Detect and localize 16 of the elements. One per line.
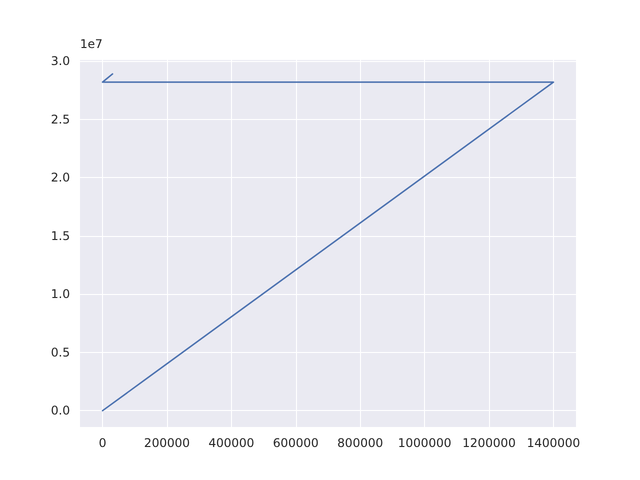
x-tick-label: 400000: [208, 436, 254, 450]
x-tick-label: 800000: [337, 436, 384, 450]
y-tick-label: 2.0: [50, 170, 70, 185]
x-tick-label: 0: [98, 436, 106, 450]
y-tick-label: 0.5: [50, 345, 70, 360]
y-tick-label: 1.5: [50, 228, 70, 243]
x-tick-label: 200000: [144, 436, 190, 450]
x-tick-label: 1400000: [526, 436, 580, 450]
x-tick-label: 600000: [272, 436, 319, 450]
text: 1e7: [80, 37, 103, 51]
y-tick-label: 3.0: [50, 54, 70, 68]
y-tick-label: 1.0: [50, 287, 70, 302]
y-tick-label: 0.0: [50, 404, 70, 418]
y-tick-label: 2.5: [50, 112, 70, 126]
x-tick-label: 1000000: [398, 436, 452, 450]
x-tick-label: 1200000: [462, 436, 516, 450]
